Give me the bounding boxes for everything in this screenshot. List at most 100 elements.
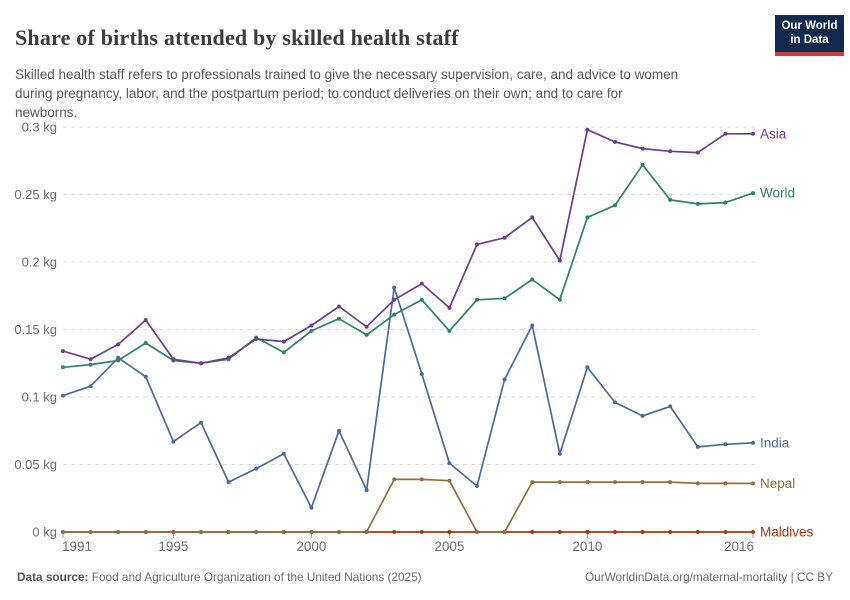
series-label-india[interactable]: India: [760, 435, 790, 450]
series-marker-maldives: [613, 530, 617, 534]
series-marker-nepal: [695, 481, 700, 486]
series-marker-asia: [419, 281, 424, 286]
series-marker-asia: [530, 215, 535, 220]
series-marker-india: [281, 451, 286, 456]
series-marker-world: [116, 358, 121, 363]
series-marker-nepal: [309, 530, 314, 534]
series-marker-nepal: [530, 480, 535, 485]
owid-link[interactable]: OurWorldinData.org/maternal-mortality | …: [584, 570, 833, 584]
series-marker-nepal: [502, 530, 507, 534]
series-marker-nepal: [475, 530, 479, 534]
series-marker-nepal: [254, 530, 259, 534]
series-marker-world: [557, 297, 562, 302]
series-label-nepal[interactable]: Nepal: [760, 476, 795, 491]
series-marker-world: [751, 191, 755, 196]
series-marker-world: [668, 197, 673, 202]
y-axis-tick-label: 0.1 kg: [22, 390, 57, 405]
series-line-india[interactable]: [62, 286, 754, 509]
owid-logo-line2: in Data: [790, 33, 829, 46]
series-marker-nepal: [447, 478, 452, 483]
series-marker-nepal: [226, 530, 231, 534]
series-marker-asia: [364, 324, 369, 329]
y-axis-tick-label: 0.3 kg: [22, 120, 57, 135]
series-marker-world: [723, 200, 728, 205]
series-marker-nepal: [281, 530, 286, 534]
series-marker-nepal: [640, 480, 645, 485]
series-marker-india: [668, 404, 673, 409]
series-marker-world: [695, 201, 700, 206]
series-line-world[interactable]: [62, 163, 754, 369]
data-source: Data source: Food and Agriculture Organi…: [17, 570, 422, 590]
series-marker-nepal: [364, 530, 369, 534]
series-marker-india: [364, 488, 369, 493]
series-marker-asia: [751, 131, 755, 136]
series-marker-asia: [668, 149, 673, 154]
series-label-asia[interactable]: Asia: [760, 126, 787, 141]
series-marker-world: [309, 328, 314, 333]
x-axis-tick-label: 2016: [724, 539, 754, 554]
y-axis-tick-label: 0.05 kg: [14, 457, 57, 472]
series-marker-asia: [723, 131, 728, 136]
line-chart: 0 kg 0.05 kg 0.1 kg 0.15 kg 0.2 kg 0.25 kg 0.3…: [14, 120, 814, 555]
series-marker-world: [530, 277, 535, 282]
series-marker-asia: [640, 146, 645, 151]
series-marker-india: [585, 365, 590, 370]
series-marker-nepal: [557, 480, 562, 485]
series-marker-india: [447, 461, 452, 466]
series-marker-nepal: [668, 480, 673, 485]
x-axis-tick-label: 1995: [158, 539, 188, 554]
y-axis-tick-label: 0 kg: [32, 525, 57, 540]
series-marker-world: [337, 316, 341, 321]
series-marker-asia: [557, 258, 562, 263]
series-marker-india: [502, 377, 507, 382]
x-axis-tick-label: 1991: [62, 539, 92, 554]
chart-subtitle: Skilled health staff refers to professio…: [15, 66, 679, 120]
series-marker-world: [640, 162, 645, 167]
series-line-asia[interactable]: [62, 128, 754, 365]
series-label-maldives[interactable]: Maldives: [760, 525, 814, 540]
series-marker-maldives: [751, 530, 755, 534]
series-marker-asia: [116, 342, 121, 347]
y-axis-tick-label: 0.15 kg: [14, 322, 57, 337]
series-marker-india: [226, 480, 231, 485]
series-marker-maldives: [668, 530, 673, 534]
series-marker-asia: [61, 349, 65, 354]
data-source-label: Data source:: [17, 570, 89, 584]
series-marker-asia: [226, 355, 231, 360]
series-label-world[interactable]: World: [760, 186, 795, 201]
series-marker-world: [392, 312, 397, 317]
series-marker-asia: [695, 150, 700, 155]
series-marker-maldives: [695, 530, 700, 534]
series-marker-nepal: [751, 481, 755, 486]
series-marker-asia: [281, 339, 286, 344]
series-marker-india: [751, 440, 755, 445]
series-marker-maldives: [419, 530, 424, 534]
page-title: Share of births attended by skilled heal…: [15, 24, 459, 50]
series-marker-maldives: [557, 530, 562, 534]
x-axis-tick-label: 2000: [296, 539, 326, 554]
series-marker-maldives: [640, 530, 645, 534]
series-marker-asia: [447, 305, 452, 310]
series-marker-asia: [254, 337, 259, 341]
data-source-text: Food and Agriculture Organization of the…: [88, 570, 422, 584]
series-marker-nepal: [171, 530, 176, 534]
series-marker-india: [309, 505, 314, 510]
series-marker-world: [419, 297, 424, 302]
y-axis-tick-label: 0.25 kg: [14, 187, 57, 202]
series-marker-world: [613, 203, 617, 208]
series-marker-nepal: [585, 480, 590, 485]
series-marker-world: [447, 328, 452, 333]
series-marker-world: [475, 297, 479, 302]
series-marker-india: [199, 420, 203, 425]
series-marker-world: [502, 296, 507, 301]
series-marker-india: [640, 413, 645, 418]
series-marker-world: [143, 341, 148, 345]
series-line-nepal[interactable]: [62, 478, 754, 533]
series-marker-india: [613, 400, 617, 405]
series-marker-india: [171, 439, 176, 444]
owid-logo[interactable]: Our World in Data: [775, 15, 844, 56]
series-marker-india: [695, 444, 700, 449]
series-marker-nepal: [419, 477, 424, 482]
series-marker-world: [585, 215, 590, 220]
x-axis-tick-label: 2010: [572, 539, 602, 554]
